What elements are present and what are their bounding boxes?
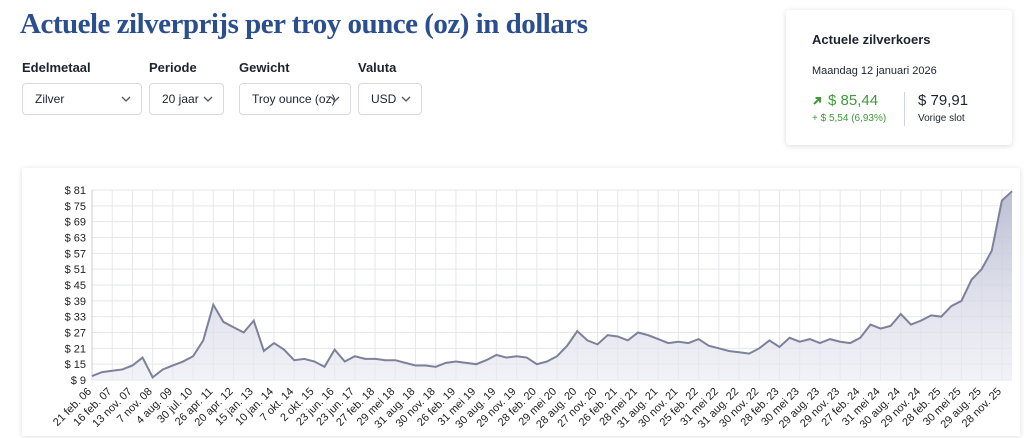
card-date: Maandag 12 januari 2026 [812, 65, 937, 77]
y-tick-label: $ 39 [65, 296, 86, 308]
filter-label: Edelmetaal [22, 60, 91, 75]
filter-label: Valuta [358, 60, 397, 75]
y-tick-label: $ 9 [71, 375, 86, 387]
chart-panel: $ 9 $ 15 $ 21 $ 27 $ 33 $ 39 $ 45 $ 51 $ 57 $ 63 $… [22, 168, 1020, 436]
filter-label: Periode [149, 60, 197, 75]
chevron [330, 96, 340, 102]
price-card: Actuele zilverkoers Maandag 12 januari 2… [786, 10, 1012, 145]
area-fill [92, 191, 1012, 380]
dropdown[interactable]: Zilver [22, 83, 142, 115]
dropdown-value: Troy ounce (oz) [252, 92, 336, 106]
dropdown[interactable]: 20 jaar [149, 83, 224, 115]
previous-label: Vorige slot [918, 113, 965, 124]
price-change: + $ 5,54 (6,93%) [812, 113, 887, 124]
chevron [401, 96, 411, 102]
page-title: Actuele zilverprijs per troy ounce (oz) … [20, 8, 588, 40]
dropdown-value: 20 jaar [162, 92, 199, 106]
y-tick-label: $ 33 [65, 312, 86, 324]
y-tick-label: $ 45 [65, 280, 86, 292]
chevron [121, 96, 131, 102]
separator [904, 92, 905, 126]
dropdown[interactable]: Troy ounce (oz) [239, 83, 351, 115]
y-tick-label: $ 51 [65, 264, 86, 276]
dropdown-value: Zilver [35, 92, 65, 106]
current-price: $ 85,44 [828, 92, 879, 109]
y-tick-label: $ 27 [65, 328, 86, 340]
card-title: Actuele zilverkoers [812, 32, 931, 47]
price-line [91, 190, 1013, 379]
y-tick-label: $ 21 [65, 343, 86, 355]
chart: $ 9 $ 15 $ 21 $ 27 $ 33 $ 39 $ 45 $ 51 $ 57 $ 63 $… [51, 185, 1013, 431]
dropdown[interactable]: USD [358, 83, 422, 115]
chevron [203, 96, 213, 102]
y-tick-label: $ 75 [65, 201, 86, 213]
dropdown-value: USD [371, 92, 397, 106]
y-tick-label: $ 57 [65, 248, 86, 260]
y-tick-label: $ 69 [65, 217, 86, 229]
filter-label: Gewicht [239, 60, 290, 75]
previous-price: $ 79,91 [918, 92, 969, 109]
y-tick-label: $ 81 [65, 185, 86, 197]
up-arrow [813, 97, 821, 105]
y-tick-label: $ 15 [65, 359, 86, 371]
y-tick-label: $ 63 [65, 233, 86, 245]
